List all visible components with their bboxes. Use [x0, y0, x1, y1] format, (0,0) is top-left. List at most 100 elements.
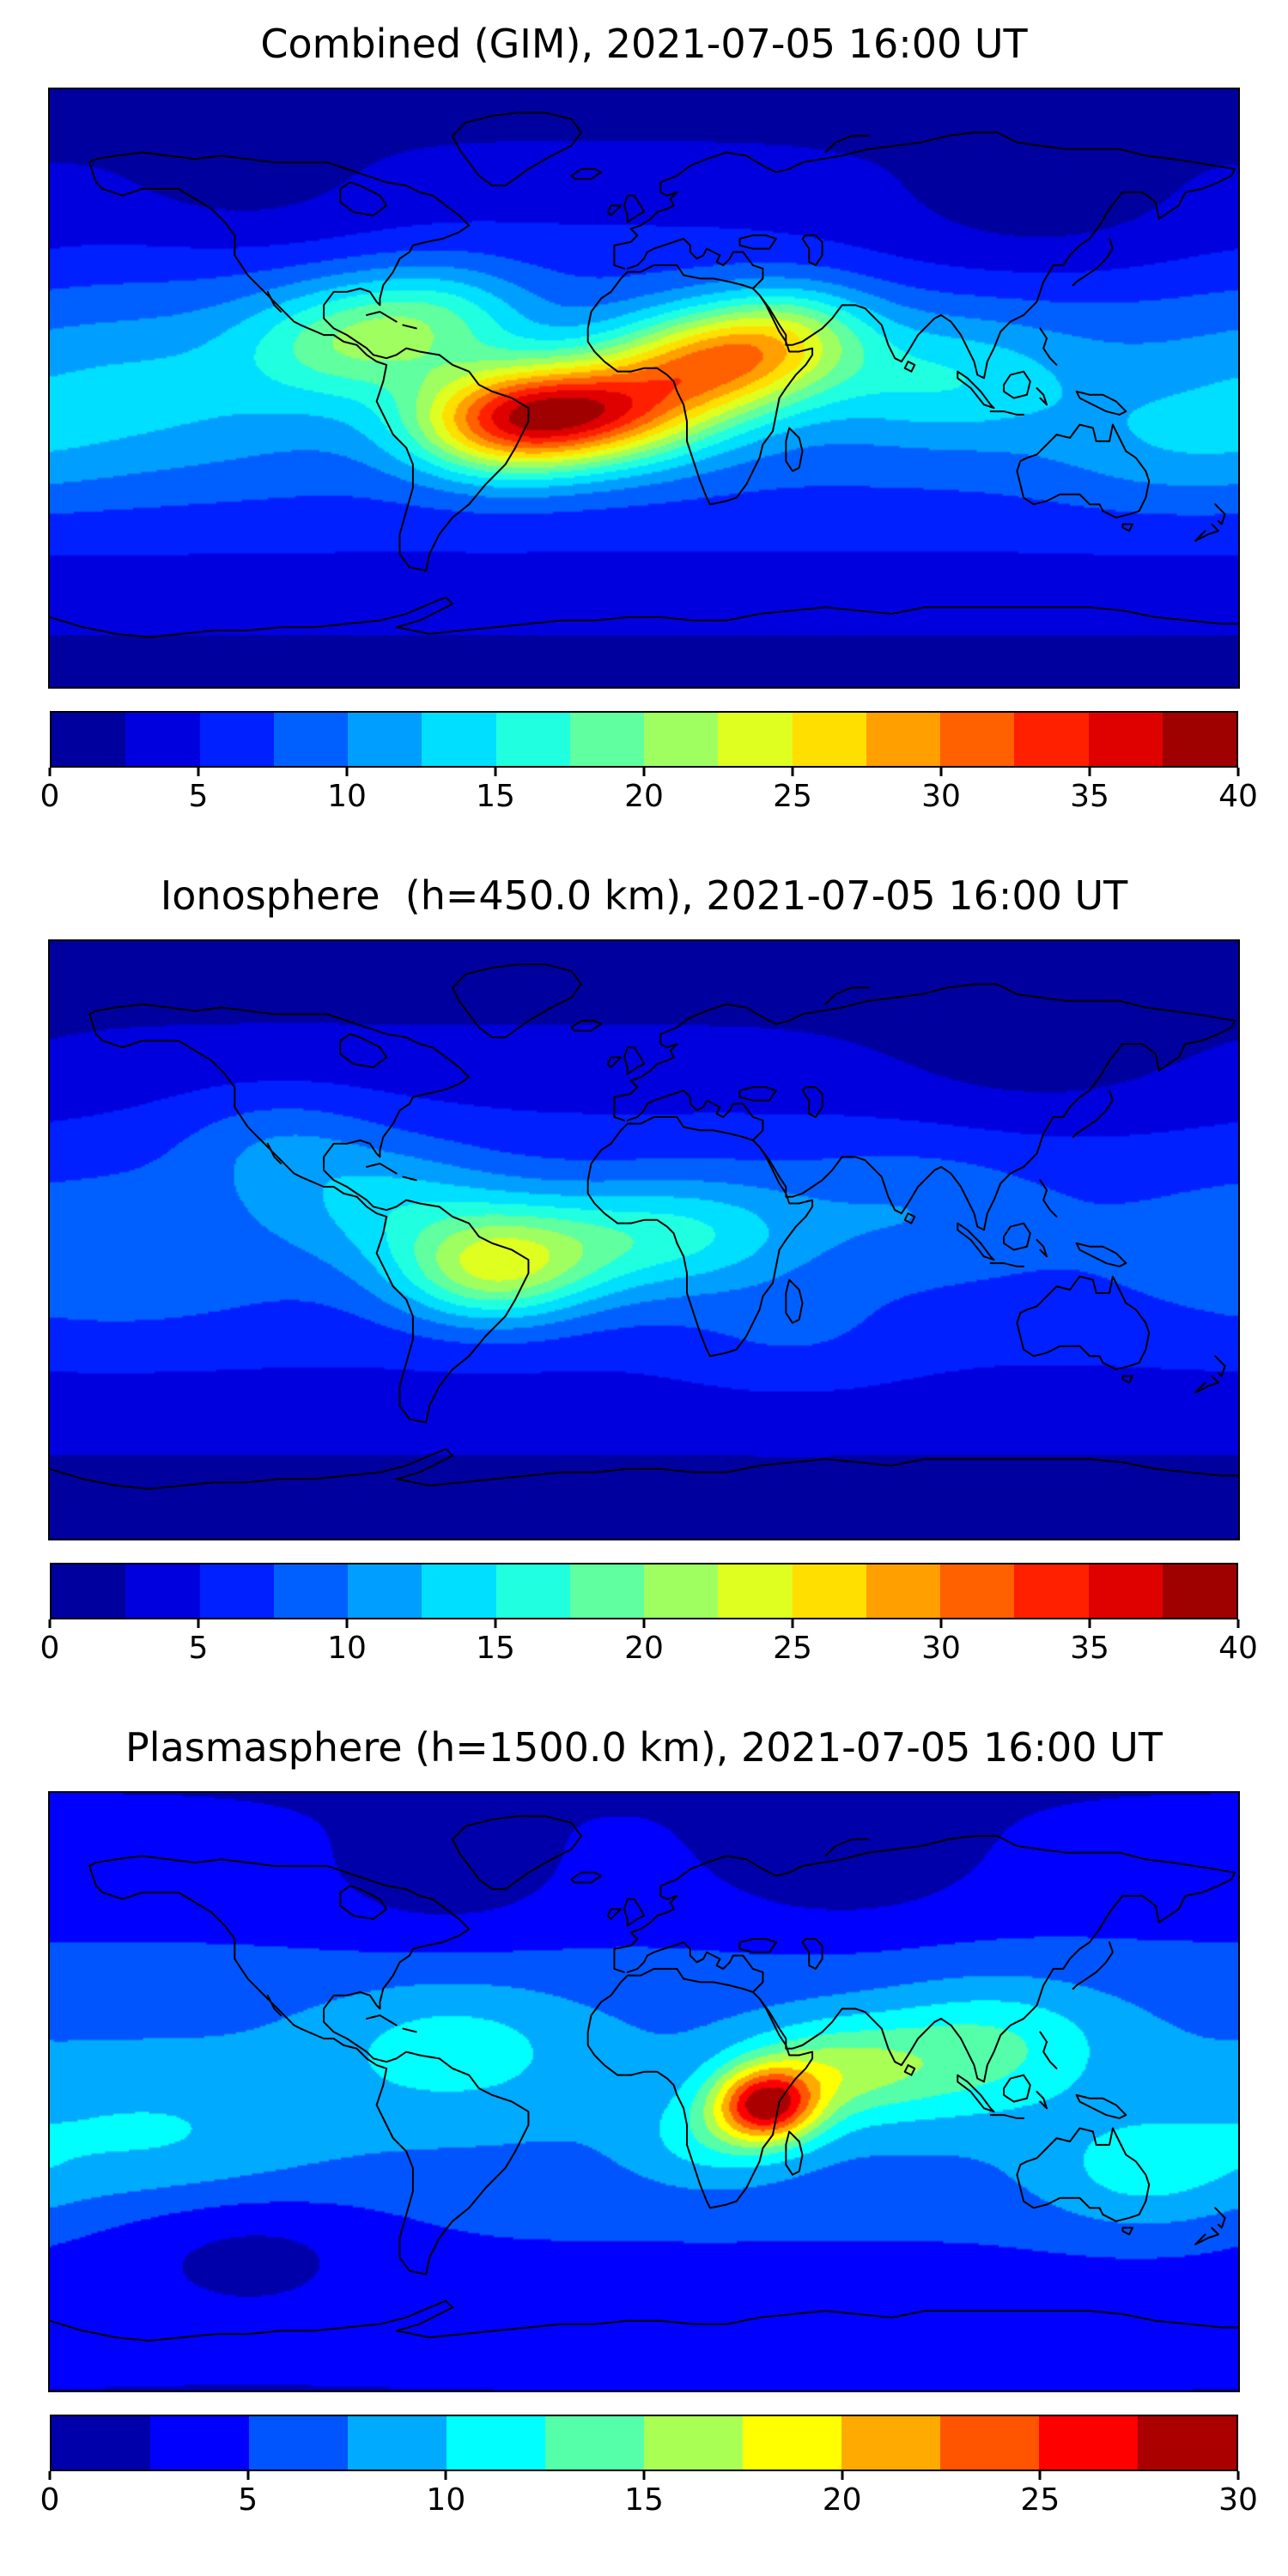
colorbar-band: [125, 1564, 200, 1618]
tick-mark: [345, 1619, 349, 1628]
colorbar-band: [841, 2416, 940, 2470]
tick-mark: [48, 1619, 52, 1628]
tick-label: 5: [238, 2482, 258, 2518]
colorbar-band: [792, 1564, 866, 1618]
colorbar-band: [422, 713, 496, 766]
tick-label: 15: [624, 2482, 664, 2518]
tick-label: 0: [39, 1631, 60, 1666]
tick-label: 20: [822, 2482, 862, 2518]
tec-heatmap-canvas: [50, 1793, 1238, 2391]
colorbar-band: [569, 713, 644, 766]
colorbar-band: [743, 2416, 841, 2470]
colorbar-ionosphere: [50, 1563, 1238, 1619]
colorbar-band: [249, 2416, 348, 2470]
panel-combined: Combined (GIM), 2021-07-05 16:00 UT 0 5 10…: [0, 21, 1288, 819]
colorbar-band: [199, 1564, 274, 1618]
colorbar-band: [718, 1564, 793, 1618]
tick-label: 5: [188, 1631, 209, 1666]
panel-title-plasmasphere: Plasmasphere (h=1500.0 km), 2021-07-05 1…: [125, 1724, 1163, 1771]
colorbar-band: [1162, 1564, 1236, 1618]
colorbar-band: [569, 1564, 644, 1618]
colorbar-plasmasphere: [50, 2415, 1238, 2471]
tick-mark: [246, 2471, 250, 2480]
world-map-combined: [48, 88, 1240, 689]
tick-label: 35: [1070, 1631, 1109, 1666]
colorbar-combined: [50, 711, 1238, 768]
colorbar-ticks: 0 5 10 15 20 25 30: [40, 2471, 1258, 2523]
tick-mark: [48, 768, 52, 776]
colorbar-band: [1088, 1564, 1163, 1618]
tick-mark: [939, 1619, 943, 1628]
colorbar-band: [348, 713, 422, 766]
tick-mark: [791, 1619, 794, 1628]
tick-mark: [1038, 2471, 1042, 2480]
tick-label: 10: [327, 1631, 367, 1666]
tick-label: 10: [426, 2482, 466, 2518]
tick-label: 10: [327, 779, 367, 814]
colorbar-band: [940, 713, 1015, 766]
colorbar-band: [1014, 713, 1089, 766]
tick-label: 35: [1070, 779, 1109, 814]
coastline-path: [50, 964, 1238, 1489]
tick-mark: [48, 2471, 52, 2480]
tec-heatmap-canvas: [50, 941, 1238, 1539]
tick-mark: [197, 768, 200, 776]
panel-ionosphere: Ionosphere (h=450.0 km), 2021-07-05 16:0…: [0, 872, 1288, 1671]
coastline-path: [50, 1816, 1238, 2341]
colorbar-band: [718, 713, 793, 766]
tick-mark: [841, 2471, 844, 2480]
colorbar-band: [866, 713, 940, 766]
tick-label: 25: [1020, 2482, 1060, 2518]
colorbar-wrap: 0 5 10 15 20 25 30: [40, 2415, 1258, 2523]
colorbar-band: [273, 713, 348, 766]
tick-mark: [1088, 1619, 1091, 1628]
colorbar-band: [52, 1564, 126, 1618]
tick-label: 30: [921, 1631, 961, 1666]
panel-plasmasphere: Plasmasphere (h=1500.0 km), 2021-07-05 1…: [0, 1724, 1288, 2523]
tick-label: 30: [1218, 2482, 1258, 2518]
colorbar-wrap: 0 5 10 15 20 25 30 35 40: [40, 711, 1258, 819]
tick-mark: [642, 2471, 646, 2480]
tick-mark: [494, 768, 497, 776]
tick-label: 5: [188, 779, 209, 814]
tick-label: 0: [39, 2482, 60, 2518]
coastline-path: [50, 112, 1238, 637]
coastlines-overlay: [50, 941, 1238, 1539]
figure-page: Combined (GIM), 2021-07-05 16:00 UT 0 5 10…: [0, 21, 1288, 2523]
tick-mark: [1236, 1619, 1240, 1628]
tick-label: 20: [624, 779, 664, 814]
colorbar-band: [125, 713, 200, 766]
colorbar-band: [1088, 713, 1163, 766]
colorbar-band: [644, 713, 719, 766]
colorbar-band: [348, 2416, 447, 2470]
colorbar-band: [866, 1564, 940, 1618]
tick-label: 20: [624, 1631, 664, 1666]
colorbar-band: [1039, 2416, 1138, 2470]
tick-mark: [791, 768, 794, 776]
tick-mark: [642, 1619, 646, 1628]
colorbar-band: [545, 2416, 644, 2470]
colorbar-band: [199, 713, 274, 766]
tick-mark: [345, 768, 349, 776]
colorbar-band: [1138, 2416, 1236, 2470]
panel-title-ionosphere: Ionosphere (h=450.0 km), 2021-07-05 16:0…: [160, 872, 1128, 919]
colorbar-band: [422, 1564, 496, 1618]
world-map-plasmasphere: [48, 1791, 1240, 2392]
colorbar-band: [644, 1564, 719, 1618]
colorbar-band: [52, 2416, 150, 2470]
tick-mark: [1088, 768, 1091, 776]
colorbar-band: [52, 713, 126, 766]
colorbar-band: [273, 1564, 348, 1618]
coastlines-overlay: [50, 1793, 1238, 2391]
tick-label: 40: [1218, 1631, 1258, 1666]
colorbar-ticks: 0 5 10 15 20 25 30 35 40: [40, 768, 1258, 819]
colorbar-band: [940, 2416, 1039, 2470]
tec-heatmap-canvas: [50, 89, 1238, 687]
colorbar-band: [792, 713, 866, 766]
tick-mark: [444, 2471, 447, 2480]
colorbar-ticks: 0 5 10 15 20 25 30 35 40: [40, 1619, 1258, 1671]
colorbar-band: [644, 2416, 743, 2470]
colorbar-band: [495, 713, 570, 766]
tick-mark: [939, 768, 943, 776]
world-map-ionosphere: [48, 939, 1240, 1540]
